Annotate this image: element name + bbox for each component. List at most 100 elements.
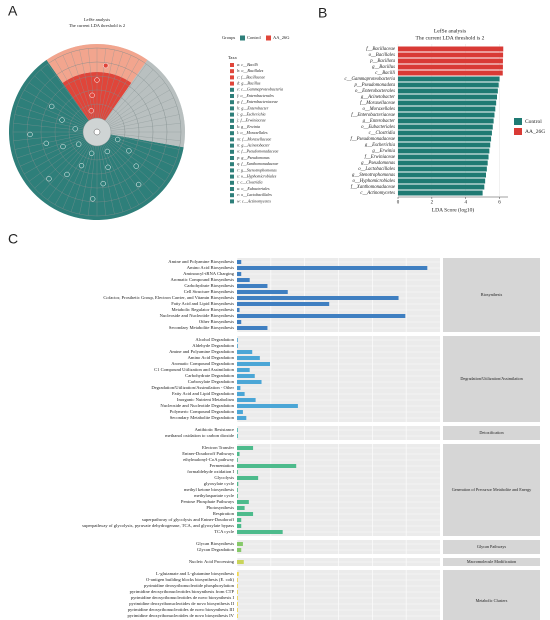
- y-tick-label: Entner-Doudoroff Pathways: [182, 451, 234, 456]
- taxon-node: [89, 92, 95, 98]
- y-tick-label: p__Pseudomonadota: [353, 83, 395, 88]
- y-tick-label: Alcohol Degradation: [195, 337, 234, 342]
- y-tick-label: TCA cycle: [214, 529, 234, 534]
- bar: [398, 124, 493, 130]
- taxon-node: [27, 131, 33, 138]
- x-axis-label: LDA Score (log10): [432, 206, 475, 213]
- y-tick-label: L-glutamate and L-glutamine biosynthesis: [156, 571, 234, 576]
- taxa-label: o: f__Pseudomonadaceae: [237, 149, 279, 154]
- y-tick-label: Other Biosynthesis: [199, 319, 234, 324]
- bar: [237, 320, 242, 324]
- taxon-node: [105, 164, 111, 170]
- bar: [237, 296, 399, 300]
- bar: [237, 458, 238, 462]
- y-tick-label: Aromatic Compound Degradation: [171, 361, 234, 366]
- taxon-node: [88, 108, 94, 114]
- taxon-node: [64, 171, 70, 178]
- facet-label: Degradation/Utilization/Assimilation: [460, 376, 523, 381]
- bar: [398, 160, 488, 166]
- bar: [237, 434, 238, 438]
- chart-title: LefSe analysis: [434, 27, 466, 34]
- bar: [237, 452, 240, 456]
- taxon-node: [59, 117, 65, 123]
- bar: [237, 608, 238, 612]
- bar: [237, 410, 243, 414]
- bar: [237, 590, 238, 594]
- taxa-label: a: c__Bacilli: [237, 62, 258, 67]
- y-tick-label: Degradation/Utilization/Assimilation - O…: [151, 385, 234, 390]
- y-tick-label: pyrimidine deoxyribonucleotides de novo …: [131, 595, 235, 600]
- legend-label: AA_26G: [525, 129, 545, 135]
- taxa-label: m: f__Moraxellaceae: [237, 136, 272, 141]
- bar: [237, 596, 238, 600]
- bar: [237, 362, 270, 366]
- taxa-title: Taxa: [228, 55, 237, 60]
- bar: [398, 46, 504, 52]
- taxa-swatch: [230, 180, 234, 185]
- bar: [237, 476, 259, 480]
- y-tick-label: Glycan Degradation: [197, 547, 235, 552]
- y-tick-label: o__Eubacteriales: [361, 125, 395, 130]
- taxon-node: [115, 136, 121, 143]
- clade-branch: [110, 136, 177, 159]
- clade-branch: [17, 136, 84, 159]
- taxa-swatch: [230, 94, 234, 98]
- taxa-swatch: [230, 118, 234, 123]
- legend-swatch: [514, 118, 522, 125]
- bar: [398, 154, 489, 160]
- taxa-swatch: [230, 149, 234, 154]
- y-tick-label: c__Clostridia: [369, 131, 396, 136]
- taxon-node: [94, 77, 100, 83]
- bar: [398, 106, 496, 112]
- bar: [398, 112, 495, 118]
- bar: [237, 464, 297, 468]
- clade-branch: [109, 138, 170, 175]
- bar: [237, 488, 238, 492]
- taxa-swatch: [230, 156, 234, 160]
- y-tick-label: o__Lactobacillales: [358, 167, 395, 172]
- bar: [237, 416, 247, 420]
- bar: [237, 374, 255, 378]
- bar: [237, 428, 238, 432]
- y-tick-label: f__Bacillaceae: [366, 47, 396, 52]
- bar: [398, 136, 492, 142]
- clade-branch: [34, 75, 87, 123]
- clade-branch: [88, 145, 96, 216]
- bar: [398, 52, 504, 58]
- bar: [237, 578, 238, 582]
- y-tick-label: Fatty Acid and Lipid Biosynthesis: [171, 301, 234, 306]
- facet-strip: [443, 570, 540, 620]
- panel-label: B: [318, 5, 327, 21]
- clade-root: [93, 128, 101, 136]
- taxon-node: [103, 62, 109, 69]
- bar: [237, 404, 298, 408]
- x-tick-label: 2: [431, 201, 434, 206]
- bar: [237, 266, 428, 270]
- clade-branch: [102, 55, 132, 120]
- taxa-swatch: [230, 75, 234, 80]
- y-tick-label: o__Bacillales: [369, 53, 396, 58]
- y-tick-label: Carbohydrate Degradation: [185, 373, 235, 378]
- facet-strip: [443, 258, 540, 332]
- bar: [237, 380, 262, 384]
- chart-subtitle: The current LDA threshold is 2: [69, 23, 125, 28]
- y-tick-label: Secondary Metabolite Degradation: [170, 415, 235, 420]
- taxa-label: h: g__Enterobacter: [237, 105, 269, 110]
- bar: [237, 398, 256, 402]
- y-tick-label: Glycan Biosynthesis: [196, 541, 234, 546]
- clade-branch: [14, 114, 84, 130]
- y-tick-label: Carboxylate Degradation: [188, 379, 235, 384]
- bar: [398, 172, 486, 178]
- legend-label: Control: [247, 35, 262, 40]
- facet-label: Glycan Pathways: [477, 544, 507, 549]
- taxon-node: [46, 176, 52, 182]
- y-tick-label: o__Moraxellales: [362, 107, 395, 112]
- taxa-label: w: c__Actinomycetes: [237, 198, 271, 203]
- taxa-swatch: [230, 168, 234, 173]
- y-tick-label: pyrimidine deoxyribonucleotide phosphory…: [144, 583, 235, 588]
- bar: [398, 58, 503, 64]
- clade-branch: [107, 141, 160, 189]
- taxa-label: e: c__Gammaproteobacteria: [237, 87, 283, 92]
- taxa-swatch: [230, 63, 234, 67]
- y-tick-label: Amine and Polyamine Biosynthesis: [168, 259, 234, 264]
